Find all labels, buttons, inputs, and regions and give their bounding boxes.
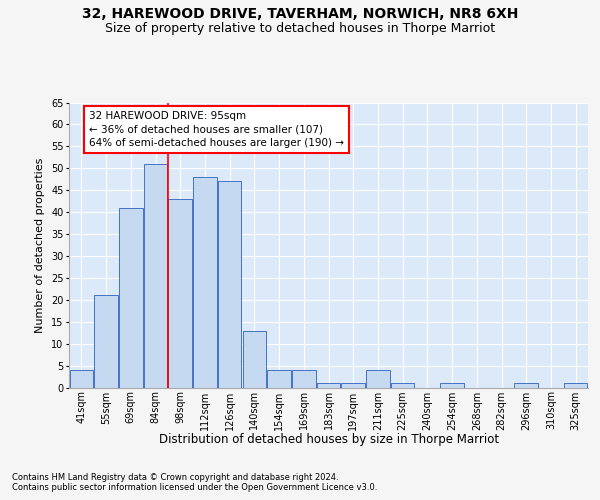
Text: Contains public sector information licensed under the Open Government Licence v3: Contains public sector information licen… xyxy=(12,484,377,492)
Bar xyxy=(94,296,118,388)
Text: 32, HAREWOOD DRIVE, TAVERHAM, NORWICH, NR8 6XH: 32, HAREWOOD DRIVE, TAVERHAM, NORWICH, N… xyxy=(82,8,518,22)
Y-axis label: Number of detached properties: Number of detached properties xyxy=(35,158,46,332)
Bar xyxy=(268,370,291,388)
Text: 32 HAREWOOD DRIVE: 95sqm
← 36% of detached houses are smaller (107)
64% of semi-: 32 HAREWOOD DRIVE: 95sqm ← 36% of detach… xyxy=(89,112,344,148)
Bar xyxy=(564,383,587,388)
Bar xyxy=(514,383,538,388)
Text: Contains HM Land Registry data © Crown copyright and database right 2024.: Contains HM Land Registry data © Crown c… xyxy=(12,472,338,482)
Bar xyxy=(440,383,464,388)
Text: Size of property relative to detached houses in Thorpe Marriot: Size of property relative to detached ho… xyxy=(105,22,495,35)
Bar xyxy=(292,370,316,388)
Bar xyxy=(119,208,143,388)
Bar xyxy=(144,164,167,388)
Bar xyxy=(193,177,217,388)
Bar xyxy=(317,383,340,388)
Bar xyxy=(70,370,93,388)
Bar xyxy=(341,383,365,388)
Text: Distribution of detached houses by size in Thorpe Marriot: Distribution of detached houses by size … xyxy=(159,432,499,446)
Bar xyxy=(366,370,389,388)
Bar xyxy=(391,383,415,388)
Bar xyxy=(242,330,266,388)
Bar xyxy=(218,182,241,388)
Bar xyxy=(169,199,192,388)
